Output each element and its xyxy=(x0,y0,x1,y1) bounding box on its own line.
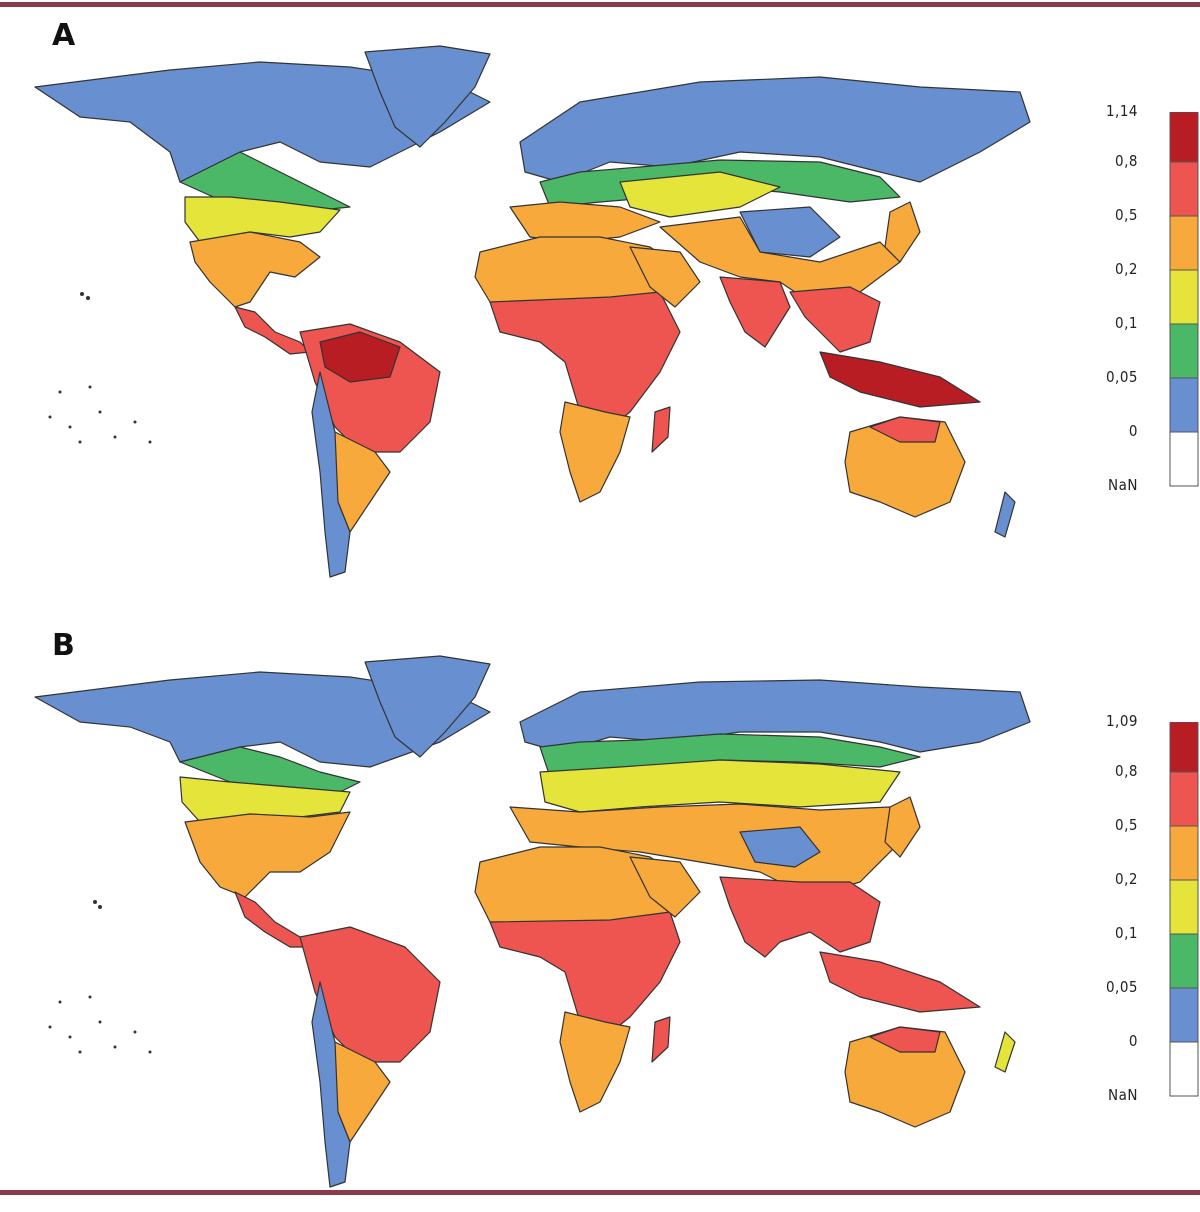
indonesia xyxy=(819,951,981,1013)
map-panel-b: B xyxy=(0,622,1200,1212)
pacific-islands-a xyxy=(48,292,152,444)
legend-tick: 0,2 xyxy=(1115,260,1138,279)
indonesia xyxy=(819,351,981,408)
legend-swatch-3 xyxy=(1169,269,1199,325)
australia-north xyxy=(869,416,941,443)
legend-tick: NaN xyxy=(1108,476,1138,495)
legend-tick: 0,2 xyxy=(1115,870,1138,889)
eurasia-steppe xyxy=(619,171,781,218)
central-america xyxy=(234,306,311,355)
legend-swatch-3 xyxy=(1169,879,1199,935)
north-america-south xyxy=(189,231,321,308)
pacific-islands-b xyxy=(48,900,152,1054)
legend-tick: 0 xyxy=(1128,422,1138,441)
north-america-temperate xyxy=(179,776,351,823)
madagascar xyxy=(651,406,671,453)
greenland xyxy=(364,45,491,148)
arabia xyxy=(629,856,701,918)
andes-patagonia xyxy=(311,371,351,578)
asia-south-temperate xyxy=(659,216,901,303)
legend-tick: 0,5 xyxy=(1115,206,1138,225)
madagascar xyxy=(651,1016,671,1063)
bottom-border-rule xyxy=(0,1190,1200,1195)
north-america-tundra xyxy=(34,671,491,768)
legend-tick: 0 xyxy=(1128,1032,1138,1051)
legend-tick: 0,8 xyxy=(1115,152,1138,171)
world-map-a xyxy=(34,45,1031,578)
legend-tick: 0,8 xyxy=(1115,762,1138,781)
legend-tick: 0,05 xyxy=(1105,368,1138,387)
colorbar-a xyxy=(1169,112,1199,487)
legend-tick: 0,5 xyxy=(1115,816,1138,835)
india-se-asia xyxy=(719,876,881,958)
legend-tick: 0,1 xyxy=(1115,314,1138,333)
legend-swatch-0 xyxy=(1169,722,1199,773)
eurasia-steppe xyxy=(539,759,901,813)
world-map-b xyxy=(34,655,1031,1188)
legend-tick: 0,05 xyxy=(1105,978,1138,997)
legend-swatch-4 xyxy=(1169,323,1199,379)
legend-swatch-0 xyxy=(1169,112,1199,163)
andes-patagonia xyxy=(311,981,351,1188)
legend-swatch-1 xyxy=(1169,161,1199,217)
africa-south xyxy=(559,1011,631,1113)
colorbar-legend-a: 1,14 0,8 0,5 0,2 0,1 0,05 0 NaN xyxy=(1105,102,1200,512)
japan xyxy=(884,201,921,263)
greenland xyxy=(364,655,491,758)
legend-swatch-5 xyxy=(1169,987,1199,1043)
colorbar-legend-b: 1,09 0,8 0,5 0,2 0,1 0,05 0 NaN xyxy=(1105,712,1200,1122)
colorbar-b xyxy=(1169,722,1199,1097)
top-border-rule xyxy=(0,2,1200,7)
north-america-tundra xyxy=(34,61,491,183)
north-america-temperate xyxy=(184,196,341,243)
japan xyxy=(884,796,921,858)
central-america xyxy=(234,891,311,948)
new-zealand xyxy=(994,491,1016,538)
legend-swatch-6 xyxy=(1169,431,1199,487)
map-panel-a: A xyxy=(0,12,1200,602)
panel-label-a: A xyxy=(52,18,75,53)
legend-swatch-6 xyxy=(1169,1041,1199,1097)
legend-tick: 1,09 xyxy=(1105,712,1138,731)
eurasia-north xyxy=(519,76,1031,183)
legend-tick: 0,1 xyxy=(1115,924,1138,943)
australia-north xyxy=(869,1026,941,1053)
panel-label-b: B xyxy=(52,628,75,663)
legend-swatch-2 xyxy=(1169,825,1199,881)
legend-swatch-4 xyxy=(1169,933,1199,989)
new-zealand xyxy=(994,1031,1016,1073)
legend-tick: 1,14 xyxy=(1105,102,1138,121)
legend-swatch-2 xyxy=(1169,215,1199,271)
amazon-core xyxy=(319,331,401,383)
india xyxy=(719,276,791,348)
legend-swatch-1 xyxy=(1169,771,1199,827)
legend-tick: NaN xyxy=(1108,1086,1138,1105)
se-asia xyxy=(789,286,881,353)
tibetan-plateau xyxy=(739,826,821,868)
legend-swatch-5 xyxy=(1169,377,1199,433)
north-america-south xyxy=(184,811,351,898)
africa-south xyxy=(559,401,631,503)
arabia xyxy=(629,246,701,308)
